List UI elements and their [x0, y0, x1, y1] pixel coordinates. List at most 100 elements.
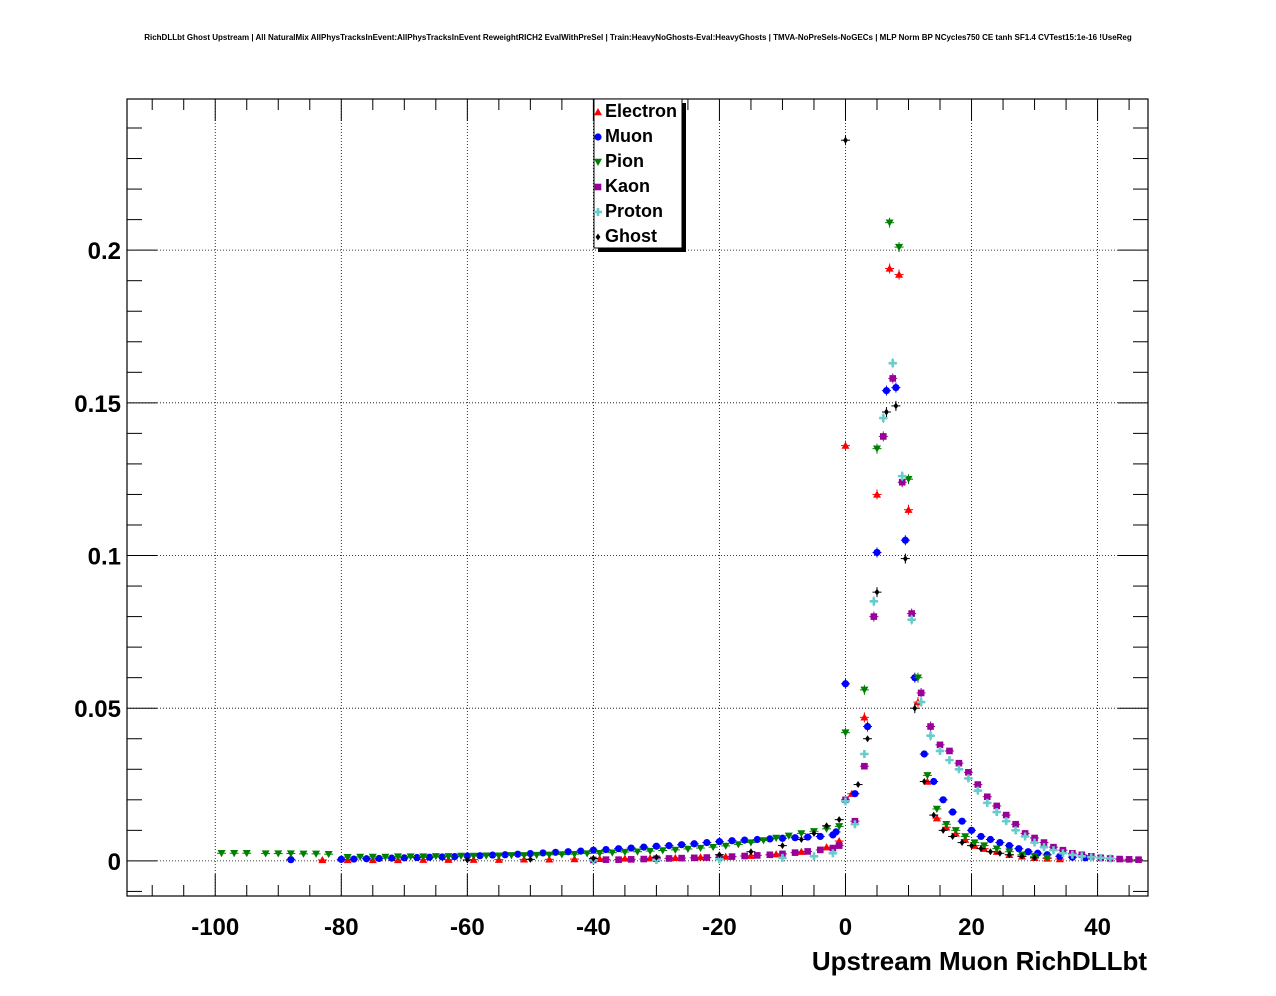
- muon-point: [463, 852, 471, 860]
- ghost-point: [798, 836, 804, 844]
- pion-point: [860, 686, 869, 694]
- ghost-point: [959, 839, 965, 847]
- proton-point: [1030, 838, 1039, 847]
- legend-marker-muon: [594, 133, 602, 141]
- chart-title: RichDLLbt Ghost Upstream | All NaturalMi…: [144, 33, 1132, 42]
- muon-point: [986, 835, 995, 844]
- muon-point: [920, 750, 928, 758]
- pion-point: [646, 847, 655, 856]
- pion-point: [671, 846, 680, 854]
- pion-point: [923, 772, 932, 780]
- kaon-point: [917, 689, 925, 697]
- series-electron: [317, 263, 1065, 864]
- pion-point: [992, 845, 1001, 853]
- pion-point: [913, 674, 922, 682]
- electron-point: [772, 850, 781, 858]
- series-kaon: [588, 373, 1144, 864]
- pion-point: [961, 833, 970, 841]
- proton-point: [888, 359, 897, 368]
- legend-box: [593, 98, 683, 249]
- muon-point: [451, 853, 459, 861]
- ghost-point: [950, 832, 956, 840]
- x-tick-label: -40: [576, 914, 611, 941]
- muon-point: [400, 854, 408, 862]
- pion-point: [709, 843, 718, 852]
- kaon-point: [1002, 811, 1010, 819]
- kaon-point: [791, 849, 799, 856]
- pion-point: [942, 821, 951, 829]
- muon-point: [287, 856, 295, 864]
- muon-point: [665, 842, 673, 850]
- x-axis-label: Upstream Muon RichDLLbt: [812, 946, 1147, 976]
- legend-marker-kaon: [594, 183, 602, 191]
- muon-point: [1015, 845, 1023, 853]
- pion-point: [759, 837, 768, 845]
- muon-point: [939, 796, 947, 804]
- pion-point: [299, 850, 308, 858]
- x-tick-label: 0: [839, 914, 852, 941]
- y-tick-label: 0.2: [88, 238, 121, 265]
- muon-point: [589, 846, 597, 854]
- ghost-point: [865, 735, 870, 743]
- pion-point: [274, 850, 283, 858]
- pion-point: [312, 850, 321, 858]
- ghost-point: [931, 811, 937, 819]
- muon-point: [678, 841, 686, 849]
- proton-point: [1049, 846, 1058, 855]
- proton-point: [936, 746, 945, 755]
- pion-point: [895, 243, 904, 252]
- electron-point: [885, 264, 894, 272]
- muon-point: [791, 834, 799, 842]
- muon-point: [501, 851, 509, 859]
- legend-label-electron: Electron: [605, 101, 677, 121]
- legend-marker-electron: [594, 108, 602, 116]
- electron-point: [841, 441, 850, 449]
- kaon-point: [640, 855, 648, 863]
- muon-point: [958, 817, 966, 825]
- pion-point: [406, 853, 415, 861]
- legend-marker-proton: [594, 208, 602, 216]
- electron-point: [545, 855, 554, 863]
- pion-point: [784, 832, 793, 840]
- muon-point: [766, 835, 774, 843]
- muon-point: [901, 536, 909, 544]
- pion-point: [595, 850, 604, 858]
- muon-point: [526, 849, 534, 858]
- electron-point: [671, 853, 680, 862]
- tick-labels: -100 -80 -60 -40 -20 0 20 40 0 0.05 0.1 0.15 0.2: [74, 238, 1111, 941]
- proton-point: [1106, 854, 1115, 863]
- kaon-point: [703, 854, 711, 861]
- proton-point: [869, 597, 878, 606]
- muon-point: [703, 838, 711, 847]
- kaon-point: [965, 769, 972, 776]
- muon-point: [728, 837, 736, 845]
- pion-point: [835, 823, 844, 831]
- x-tick-label: -20: [702, 914, 737, 941]
- pion-point: [797, 830, 806, 838]
- x-tick-label: -100: [191, 914, 239, 941]
- kaon-point: [908, 610, 915, 617]
- x-tick-label: 40: [1084, 914, 1111, 941]
- x-tick-label: -80: [324, 914, 359, 941]
- muon-point: [753, 835, 761, 844]
- proton-point: [1096, 853, 1105, 862]
- muon-point: [476, 852, 484, 860]
- kaon-point: [678, 854, 685, 862]
- proton-point: [1068, 850, 1077, 859]
- kaon-point: [889, 375, 897, 382]
- pion-point: [683, 845, 692, 853]
- muon-point: [514, 850, 522, 858]
- kaon-point: [690, 854, 698, 862]
- proton-point: [973, 786, 982, 795]
- kaon-point: [627, 856, 635, 863]
- muon-point: [388, 854, 396, 862]
- kaon-point: [879, 433, 887, 440]
- muon-point: [640, 843, 648, 851]
- muon-point: [816, 832, 824, 841]
- muon-point: [851, 790, 859, 798]
- data-points: [217, 135, 1144, 865]
- ghost-point: [843, 136, 848, 144]
- electron-point: [721, 852, 730, 860]
- ghost-point: [464, 856, 470, 864]
